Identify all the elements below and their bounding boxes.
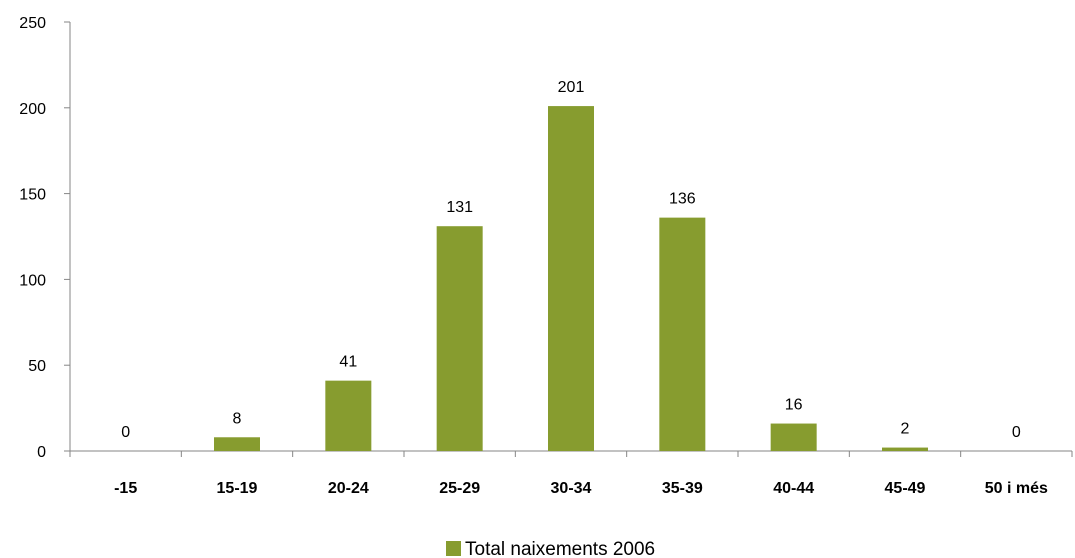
y-tick-label: 0 <box>37 444 46 461</box>
bar <box>436 226 483 451</box>
y-tick-label: 100 <box>19 272 46 289</box>
y-tick-label: 200 <box>19 101 46 118</box>
y-tick-label: 150 <box>19 187 46 204</box>
x-tick-label: 50 i més <box>985 480 1048 497</box>
data-label: 2 <box>901 421 910 438</box>
data-label: 41 <box>339 354 357 371</box>
legend: Total naixements 2006 <box>446 539 655 558</box>
bar <box>659 217 706 451</box>
data-label: 16 <box>785 397 803 414</box>
x-tick-label: 20-24 <box>328 480 369 497</box>
bars <box>214 106 928 452</box>
x-tick-label: 35-39 <box>662 480 703 497</box>
legend-swatch <box>446 541 461 556</box>
data-labels: 0 8 41 131 201 136 16 2 0 <box>121 79 1021 441</box>
bar <box>325 380 372 451</box>
data-label: 0 <box>1012 424 1021 441</box>
data-label: 8 <box>233 410 242 427</box>
data-label: 201 <box>558 79 585 96</box>
legend-label: Total naixements 2006 <box>465 539 655 558</box>
x-tick-label: 25-29 <box>439 480 480 497</box>
x-tick-label: 45-49 <box>885 480 926 497</box>
x-tick-label: 30-34 <box>551 480 592 497</box>
bar <box>548 106 594 452</box>
bar <box>882 447 928 451</box>
data-label: 0 <box>121 424 130 441</box>
x-tick-label: 15-19 <box>217 480 258 497</box>
bar <box>770 423 817 451</box>
x-tick-label: -15 <box>114 480 137 497</box>
bar <box>214 437 260 451</box>
data-label: 136 <box>669 191 696 208</box>
y-tick-label: 50 <box>28 358 46 375</box>
data-label: 131 <box>446 199 473 216</box>
x-tick-label: 40-44 <box>773 480 814 497</box>
y-tick-label: 250 <box>19 15 46 32</box>
